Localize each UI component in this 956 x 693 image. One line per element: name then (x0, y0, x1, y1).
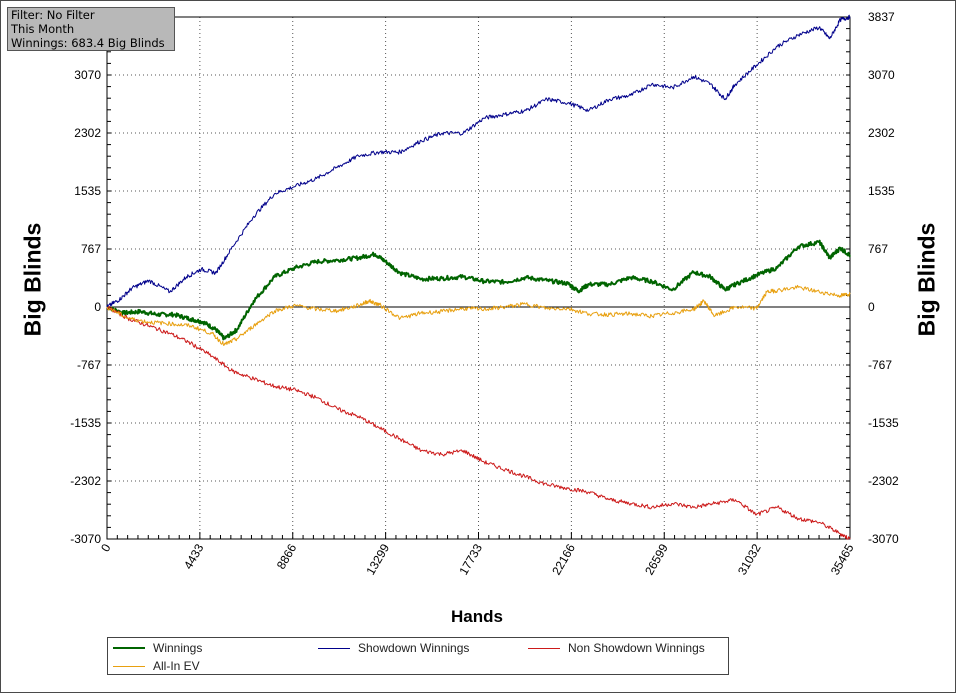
y-tick-label-right: 1535 (868, 184, 895, 198)
y-tick-label-right: -767 (868, 358, 892, 372)
y-tick-label-right: 2302 (868, 126, 895, 140)
x-tick-label: 26599 (642, 541, 671, 577)
x-tick-label: 4433 (181, 541, 207, 571)
y-tick-label-right: -2302 (868, 474, 899, 488)
y-tick-label-right: 767 (868, 242, 888, 256)
y-tick-label-left: 3070 (74, 68, 101, 82)
y-axis-title-right: Big Blinds (913, 222, 940, 337)
chart-axes (106, 16, 851, 540)
y-tick-label-left: -1535 (70, 416, 101, 430)
legend-item-winnings: Winnings (113, 640, 202, 656)
y-tick-label-left: 0 (94, 300, 101, 314)
legend-swatch-non-showdown (528, 647, 560, 649)
winnings-summary: Winnings: 683.4 Big Blinds (11, 36, 165, 50)
legend-swatch-showdown (318, 647, 350, 649)
y-tick-label-right: -1535 (868, 416, 899, 430)
legend-item-allin-ev: All-In EV (113, 658, 200, 674)
x-axis-title: Hands (451, 607, 503, 626)
info-box: Filter: No Filter This Month Winnings: 6… (7, 7, 175, 51)
grid-lines (107, 17, 850, 540)
legend-label-allin-ev: All-In EV (153, 659, 200, 673)
y-tick-label-right: 3070 (868, 68, 895, 82)
legend-swatch-allin-ev (113, 665, 145, 667)
series-line-all-in-ev (106, 284, 851, 346)
y-tick-label-left: 767 (81, 242, 101, 256)
series-line-winnings (106, 239, 851, 341)
chart-legend: Winnings Showdown Winnings Non Showdown … (107, 637, 729, 675)
filter-text: Filter: No Filter (11, 8, 95, 22)
y-tick-label-right: 0 (868, 300, 875, 314)
x-tick-label: 35465 (828, 541, 857, 577)
x-tick-label: 13299 (363, 541, 392, 577)
period-text: This Month (11, 22, 75, 36)
legend-swatch-winnings (113, 647, 145, 649)
chart-series (106, 14, 851, 540)
tick-labels: -3070 -3070 -2302 -2302 -1535 -1535 -767 -767 0 0… (70, 10, 899, 577)
x-tick-label: 31032 (735, 541, 764, 577)
y-tick-label-left: -2302 (70, 474, 101, 488)
y-tick-label-left: 1535 (74, 184, 101, 198)
x-tick-label: 8866 (274, 541, 300, 571)
y-tick-label-right: -3070 (868, 532, 899, 546)
legend-item-non-showdown: Non Showdown Winnings (528, 640, 705, 656)
series-line-showdown-winnings (106, 14, 851, 308)
y-axis-title-left: Big Blinds (19, 222, 46, 337)
y-tick-label-left: -767 (77, 358, 101, 372)
legend-label-showdown: Showdown Winnings (358, 641, 470, 655)
x-tick-label: 17733 (456, 541, 485, 577)
x-tick-label: 22166 (549, 541, 578, 577)
x-tick-label: 0 (98, 541, 114, 554)
y-tick-label-right-top: 3837 (868, 10, 895, 24)
legend-label-non-showdown: Non Showdown Winnings (568, 641, 705, 655)
legend-item-showdown: Showdown Winnings (318, 640, 469, 656)
legend-label-winnings: Winnings (153, 641, 203, 655)
series-line-non-showdown-winnings (106, 306, 851, 540)
y-tick-label-left: 2302 (74, 126, 101, 140)
y-tick-label-left: -3070 (70, 532, 101, 546)
